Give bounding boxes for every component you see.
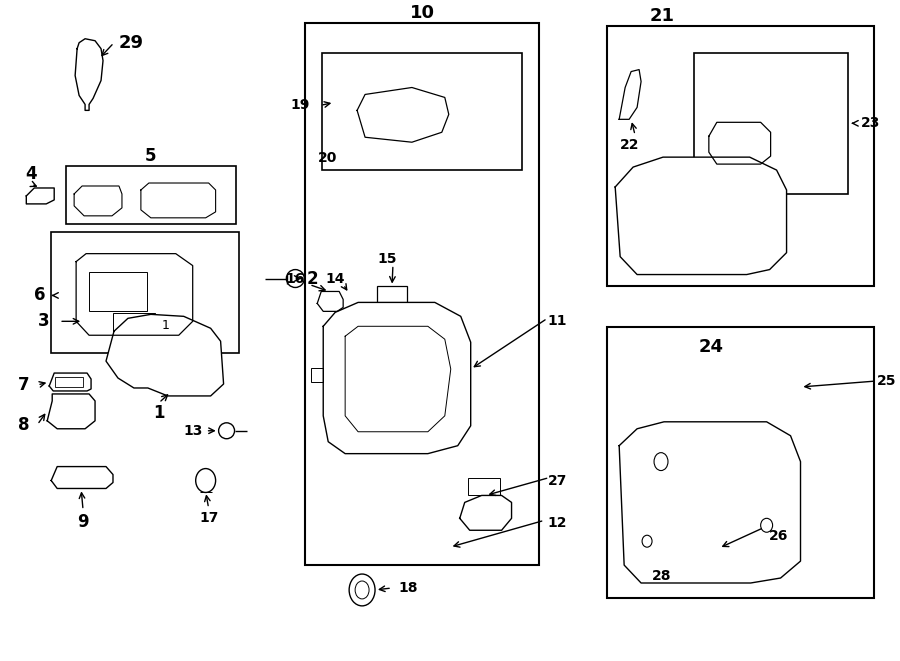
Text: 27: 27: [548, 473, 567, 488]
Polygon shape: [76, 254, 193, 335]
Polygon shape: [709, 122, 770, 164]
Ellipse shape: [760, 518, 772, 532]
Text: 20: 20: [318, 151, 337, 165]
Text: 14: 14: [326, 272, 345, 286]
Polygon shape: [323, 303, 471, 453]
Text: 17: 17: [199, 512, 219, 525]
Text: 24: 24: [698, 338, 724, 356]
Text: 25: 25: [877, 374, 896, 388]
Bar: [311, 368, 323, 382]
Text: 7: 7: [17, 376, 29, 394]
Ellipse shape: [642, 535, 652, 547]
Polygon shape: [616, 157, 787, 274]
Bar: [608, 26, 874, 286]
Text: 21: 21: [650, 7, 674, 25]
Text: 3: 3: [38, 312, 50, 330]
Text: 8: 8: [18, 416, 29, 434]
Text: 22: 22: [619, 138, 639, 152]
Polygon shape: [318, 292, 343, 311]
Text: 10: 10: [410, 4, 435, 22]
Bar: [51, 232, 239, 353]
Text: 13: 13: [183, 424, 202, 438]
Polygon shape: [619, 69, 641, 120]
Bar: [694, 53, 849, 194]
Bar: [377, 286, 407, 305]
Polygon shape: [26, 188, 54, 204]
Bar: [322, 53, 521, 170]
Text: 26: 26: [769, 529, 788, 543]
Polygon shape: [74, 186, 122, 216]
Text: 11: 11: [547, 315, 567, 329]
Polygon shape: [50, 373, 91, 391]
Polygon shape: [141, 183, 216, 218]
Text: 5: 5: [145, 147, 157, 165]
Text: 23: 23: [860, 116, 880, 130]
Ellipse shape: [654, 453, 668, 471]
Bar: [113, 313, 155, 331]
Bar: [89, 272, 147, 311]
Polygon shape: [75, 39, 103, 110]
Polygon shape: [51, 467, 113, 488]
Text: 12: 12: [547, 516, 567, 530]
Ellipse shape: [356, 581, 369, 599]
Bar: [468, 477, 500, 496]
Bar: [67, 166, 236, 224]
Text: 15: 15: [377, 252, 397, 266]
Text: 2: 2: [307, 270, 318, 288]
Bar: [305, 23, 539, 565]
Text: 28: 28: [652, 569, 671, 583]
Text: 19: 19: [291, 98, 310, 112]
Text: 6: 6: [33, 286, 45, 305]
Ellipse shape: [349, 574, 375, 606]
Bar: [608, 327, 874, 598]
Polygon shape: [346, 327, 451, 432]
Polygon shape: [47, 394, 95, 429]
Text: 29: 29: [119, 34, 143, 52]
Polygon shape: [106, 315, 223, 396]
Bar: [55, 377, 83, 387]
Text: 4: 4: [25, 165, 37, 183]
Polygon shape: [619, 422, 800, 583]
Text: 1: 1: [162, 319, 170, 332]
Text: 16: 16: [285, 272, 305, 286]
Ellipse shape: [195, 469, 216, 492]
Text: 18: 18: [398, 581, 418, 595]
Polygon shape: [460, 496, 511, 530]
Text: 9: 9: [77, 514, 89, 531]
Polygon shape: [357, 87, 449, 142]
Text: 1: 1: [153, 404, 165, 422]
